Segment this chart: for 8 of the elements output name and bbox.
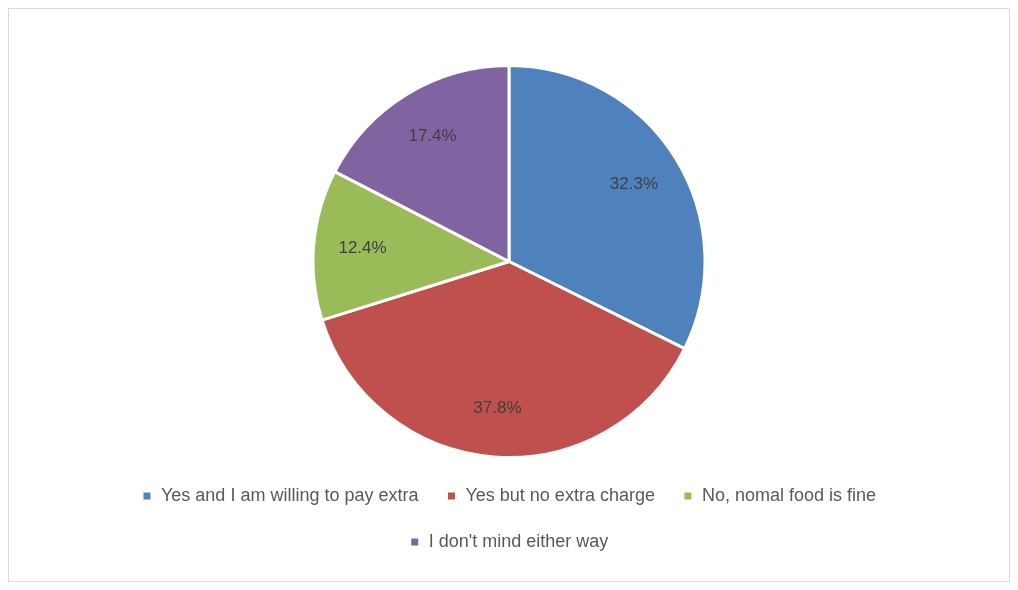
data-label: 32.3% <box>609 173 659 193</box>
legend-label: Yes and I am willing to pay extra <box>160 484 420 505</box>
legend-label: No, nomal food is fine <box>701 484 877 505</box>
data-label: 17.4% <box>408 125 457 145</box>
legend-label: I don't mind either way <box>428 530 609 551</box>
data-label: 12.4% <box>338 238 387 258</box>
data-label: 37.8% <box>473 397 522 417</box>
legend-label: Yes but no extra charge <box>465 484 655 505</box>
